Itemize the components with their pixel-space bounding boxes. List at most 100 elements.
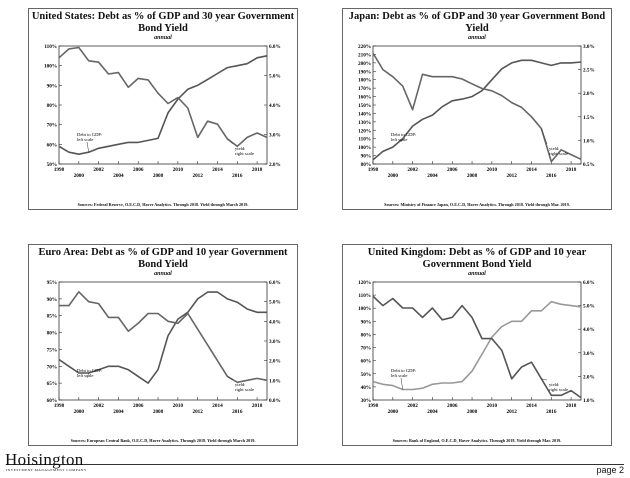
left-axis-tick-label: 60% — [361, 359, 371, 365]
chart-subtitle: annual — [468, 271, 486, 277]
x-axis-tick-label: 2012 — [506, 409, 517, 415]
chart-subtitle: annual — [154, 35, 172, 41]
right-axis-tick-label: 3.0% — [269, 339, 281, 345]
x-axis-tick-label: 2010 — [487, 167, 498, 173]
series-line-debt — [58, 291, 267, 384]
x-axis-tick-label: 2018 — [252, 167, 263, 173]
x-axis-tick-label: 2014 — [212, 403, 223, 409]
annotation-label: Debt to GDP: — [77, 132, 102, 137]
chart-plot: 80% 90% 100% 110% 120% 130% 140% 150% 160% 170% 18… — [358, 44, 595, 179]
chart-plot: 60% 65% 70% 75% 80% 85% 90% 95% 0.0% 1.0% 2.0% 3.0%… — [47, 280, 281, 415]
series-line-debt — [58, 55, 268, 155]
annotation-leader — [541, 128, 548, 145]
annotation-label: Debt to GDP: — [77, 368, 102, 373]
annotation-label: right scale — [549, 151, 568, 156]
annotation-leader — [400, 377, 403, 390]
left-axis-tick-label: 110% — [358, 293, 371, 299]
x-axis-tick-label: 2016 — [232, 173, 243, 179]
chart-panel-japan: Japan: Debt as % of GDP and 30 year Gove… — [342, 8, 612, 210]
right-axis-tick-label: 1.0% — [269, 378, 281, 384]
company-logo: Hoisington — [5, 450, 84, 469]
annotation-label: yield: — [549, 382, 559, 387]
left-axis-tick-label: 95% — [47, 280, 57, 286]
annotation-label: right scale — [235, 151, 254, 156]
left-axis-tick-label: 90% — [47, 297, 57, 303]
left-axis-tick-label: 80% — [47, 103, 57, 109]
right-axis-tick-label: 1.5% — [583, 115, 595, 121]
right-axis-tick-label: 2.0% — [269, 162, 281, 168]
x-axis-tick-label: 2008 — [467, 409, 478, 415]
x-axis-tick-label: 2014 — [526, 403, 537, 409]
x-axis-tick-label: 2006 — [133, 403, 144, 409]
annotation-label: right scale — [549, 387, 568, 392]
right-axis-tick-label: 2.0% — [269, 359, 281, 365]
x-axis-tick-label: 2002 — [93, 167, 104, 173]
chart-title: Japan: Debt as % of GDP and 30 year Gove… — [348, 11, 606, 34]
left-axis-tick-label: 120% — [358, 128, 371, 134]
right-axis-tick-label: 0.0% — [269, 398, 281, 404]
chart-source: Sources: Federal Reserve, O.E.C.D, Haver… — [77, 202, 249, 207]
x-axis-tick-label: 2000 — [74, 173, 85, 179]
x-axis-tick-label: 2000 — [388, 409, 399, 415]
annotation-leader — [227, 138, 234, 145]
annotation-leader — [400, 138, 403, 143]
chart-panel-us: United States: Debt as % of GDP and 30 y… — [28, 8, 298, 210]
left-axis-tick-label: 30% — [361, 398, 371, 404]
right-axis-tick-label: 3.0% — [583, 351, 595, 357]
x-axis-tick-label: 2014 — [212, 167, 223, 173]
right-axis-tick-label: 5.0% — [583, 304, 595, 310]
x-axis-tick-label: 2008 — [467, 173, 478, 179]
x-axis-tick-label: 2006 — [133, 167, 144, 173]
left-axis-tick-label: 50% — [47, 162, 57, 168]
right-axis-tick-label: 4.0% — [269, 103, 281, 109]
right-axis-tick-label: 5.0% — [269, 74, 281, 80]
annotation-leader — [541, 378, 548, 381]
chart-subtitle: annual — [468, 35, 486, 41]
left-axis-tick-label: 140% — [358, 111, 371, 117]
x-axis-tick-label: 1998 — [54, 167, 65, 173]
left-axis-tick-label: 170% — [358, 86, 371, 92]
annotation-label: Debt to GDP: — [391, 368, 416, 373]
left-axis-tick-label: 80% — [361, 332, 371, 338]
x-axis-tick-label: 2006 — [447, 403, 458, 409]
x-axis-tick-label: 1998 — [54, 403, 65, 409]
chart-plot: 50% 60% 70% 80% 90% 100% 110% 2.0% 3.0% 4.0% 5.0% 6… — [44, 44, 281, 179]
series-line-yield — [372, 52, 582, 163]
left-axis-tick-label: 150% — [358, 103, 371, 109]
series-line-debt — [372, 300, 582, 391]
left-axis-tick-label: 200% — [358, 61, 371, 67]
company-logo-subtitle: INVESTMENT MANAGEMENT COMPANY — [6, 468, 87, 472]
x-axis-tick-label: 2004 — [113, 409, 124, 415]
left-axis-tick-label: 75% — [47, 347, 57, 353]
right-axis-tick-label: 4.0% — [269, 319, 281, 325]
x-axis-tick-label: 2000 — [74, 409, 85, 415]
series-line-debt — [372, 59, 582, 161]
annotation-label: yield: — [235, 382, 245, 387]
left-axis-tick-label: 70% — [47, 123, 57, 129]
x-axis-tick-label: 2004 — [427, 173, 438, 179]
right-axis-tick-label: 4.0% — [583, 327, 595, 333]
left-axis-tick-label: 90% — [361, 319, 371, 325]
left-axis-tick-label: 80% — [361, 162, 371, 168]
series-line-yield — [58, 46, 268, 148]
left-axis-tick-label: 130% — [358, 120, 371, 126]
left-axis-tick-label: 110% — [358, 137, 371, 143]
page-number: page 2 — [596, 465, 624, 475]
x-axis-tick-label: 2016 — [546, 173, 557, 179]
left-axis-tick-label: 220% — [358, 44, 371, 50]
right-axis-tick-label: 1.0% — [583, 398, 595, 404]
right-axis-tick-label: 5.0% — [269, 300, 281, 306]
left-axis-tick-label: 120% — [358, 280, 371, 286]
annotation-label: Debt to GDP: — [391, 132, 416, 137]
x-axis-tick-label: 2004 — [113, 173, 124, 179]
x-axis-tick-label: 2002 — [93, 403, 104, 409]
x-axis-tick-label: 2012 — [192, 173, 203, 179]
left-axis-tick-label: 100% — [358, 306, 371, 312]
x-axis-tick-label: 2002 — [407, 167, 418, 173]
right-axis-tick-label: 3.0% — [583, 44, 595, 50]
annotation-leader — [86, 372, 89, 379]
chart-source: Sources: Bank of England, O.E.C.D, Haver… — [392, 438, 562, 443]
annotation-leader — [86, 141, 89, 153]
right-axis-tick-label: 2.5% — [583, 68, 595, 74]
left-axis-tick-label: 70% — [361, 346, 371, 352]
